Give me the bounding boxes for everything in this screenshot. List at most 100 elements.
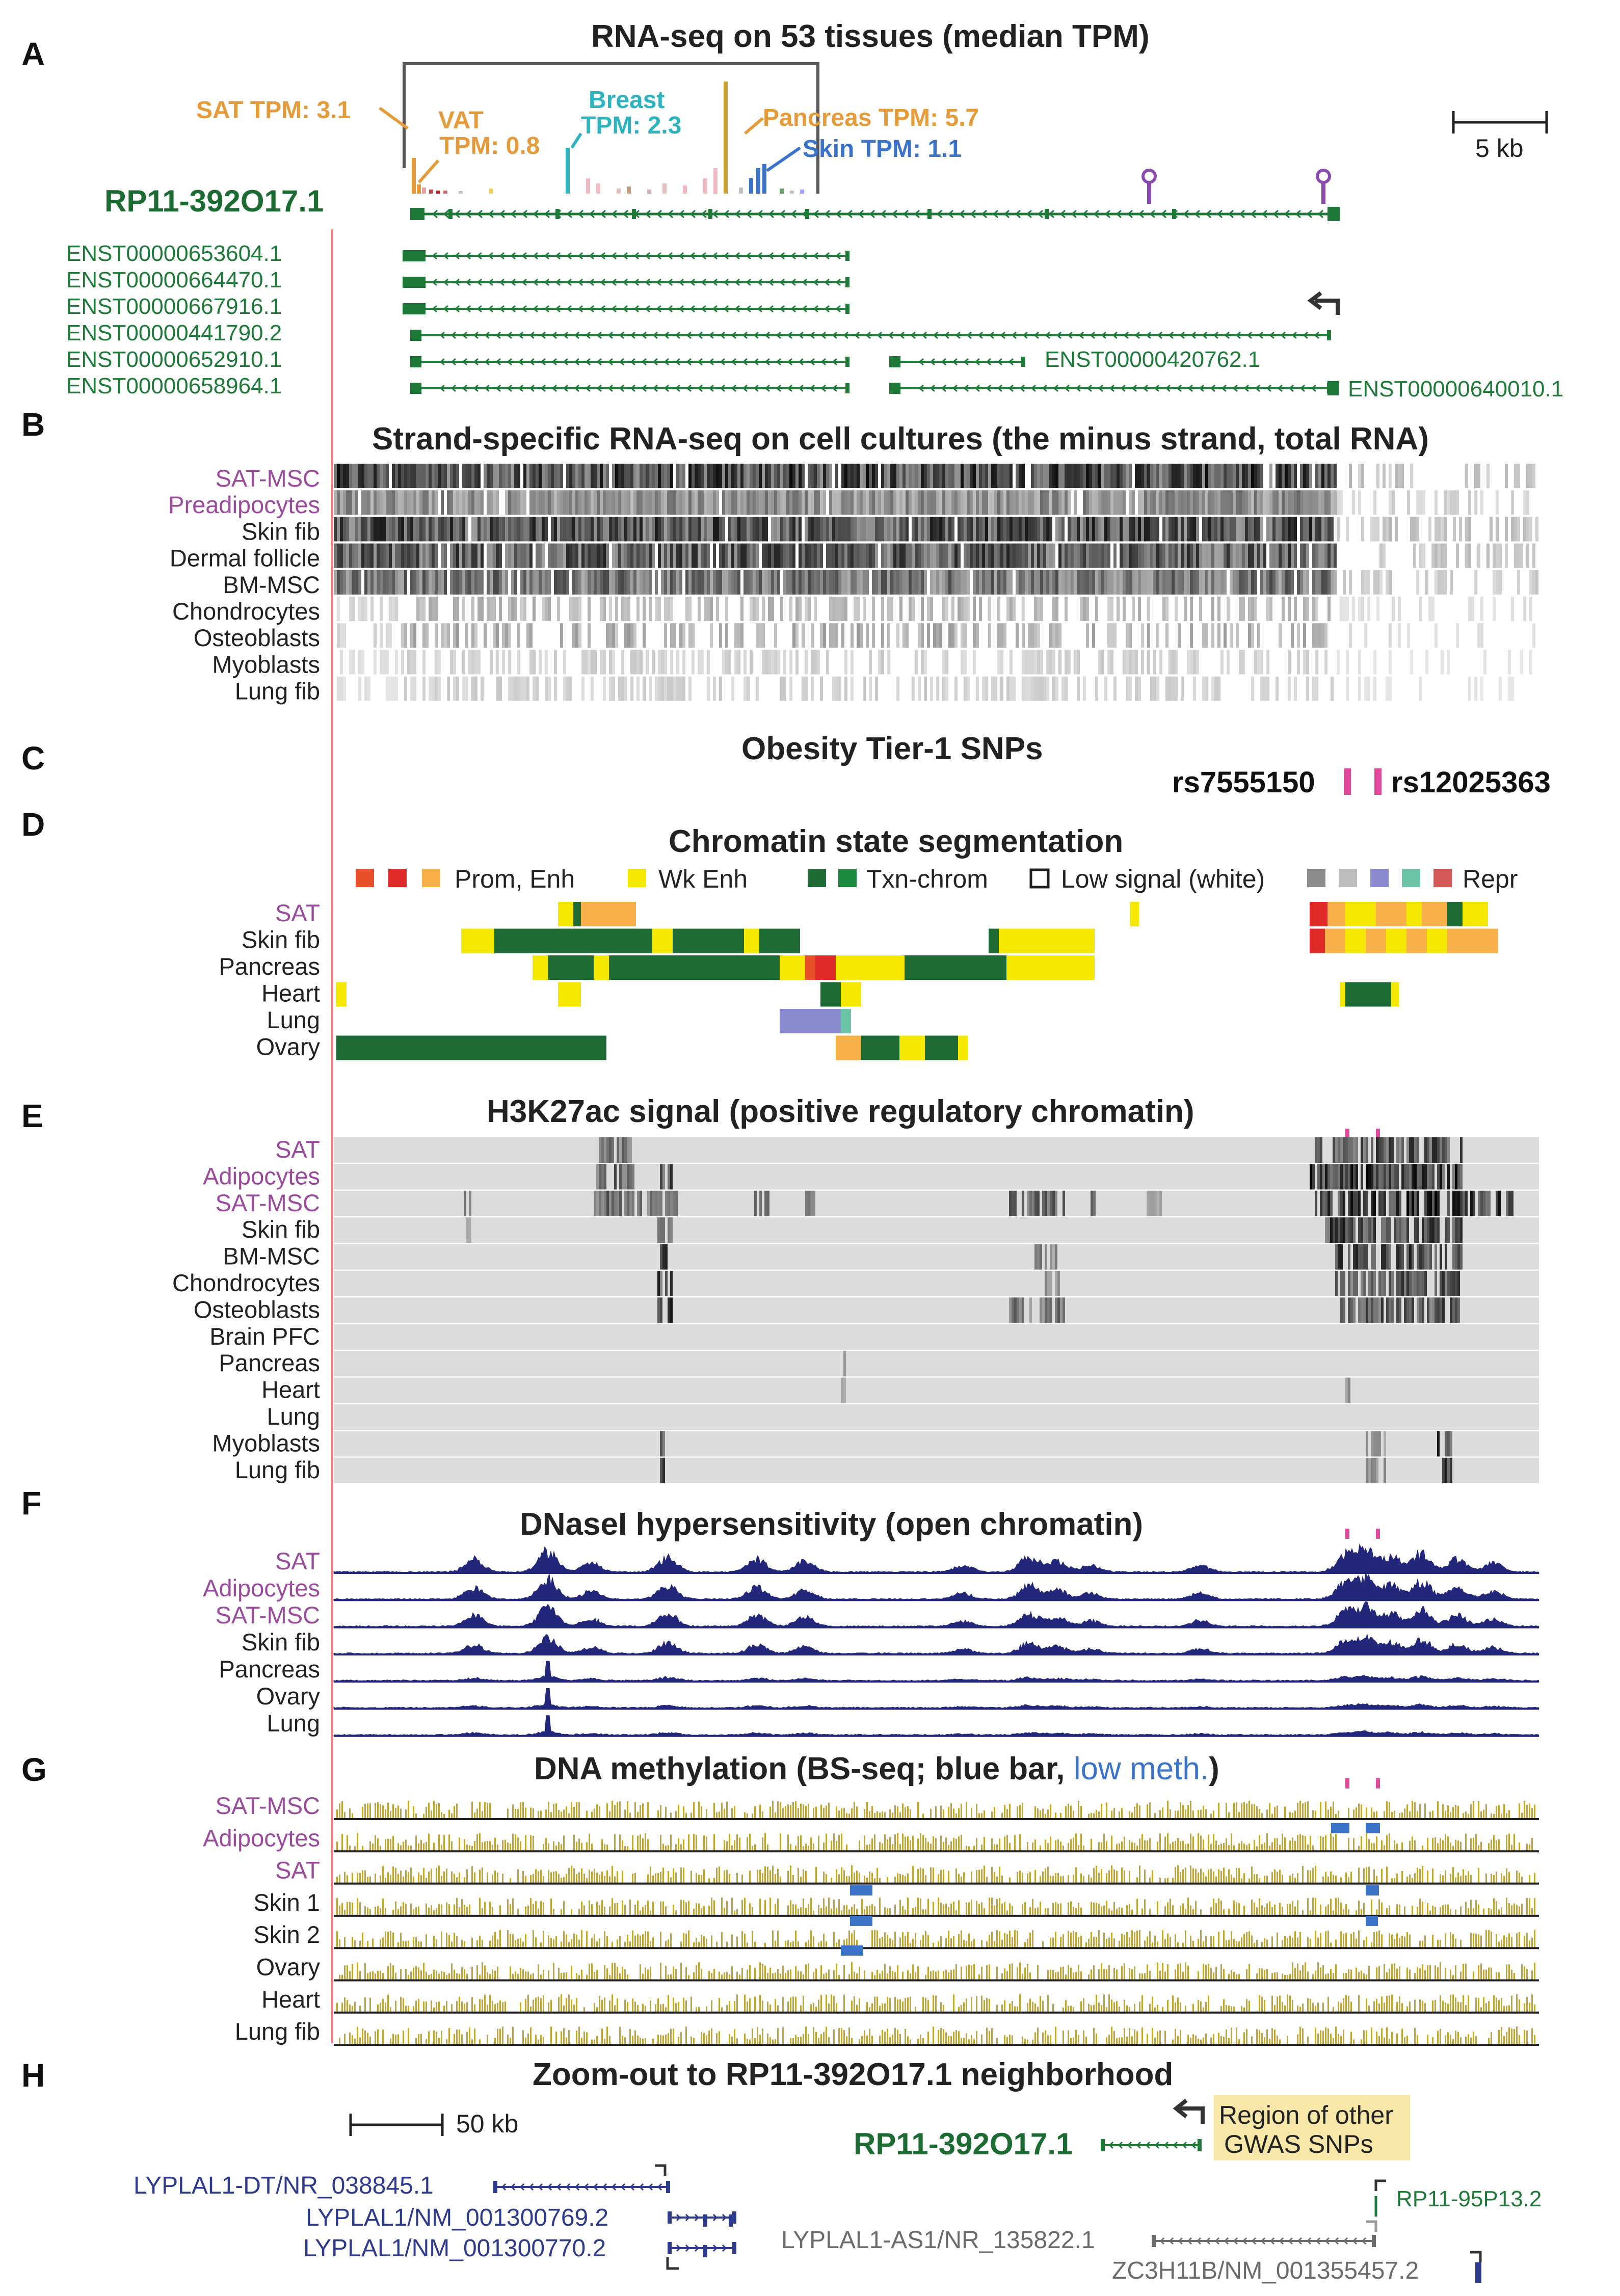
strand-chevron: [1235, 331, 1241, 339]
heat-cell: [1211, 597, 1214, 621]
heat-cell: [734, 650, 737, 675]
meth-bar: [433, 1910, 435, 1916]
heat-cell: [1168, 490, 1172, 515]
track-label: SAT: [275, 1857, 320, 1884]
meth-bar: [1269, 1901, 1270, 1916]
heat-cell: [465, 623, 468, 648]
heat-cell: [1391, 1137, 1394, 1163]
heat-cell: [496, 676, 499, 701]
heat-cell: [838, 543, 841, 568]
heat-cell: [422, 650, 426, 675]
heat-cell: [1156, 517, 1159, 542]
heat-cell: [523, 676, 526, 701]
heat-cell: [493, 517, 496, 542]
meth-bar: [726, 1941, 728, 1948]
meth-bar: [1302, 1910, 1304, 1916]
heat-cell: [1324, 570, 1327, 595]
meth-bar: [764, 1866, 766, 1884]
heat-cell: [777, 543, 780, 568]
heat-cell: [508, 650, 511, 675]
heat-cell: [1477, 464, 1480, 488]
heat-cell: [896, 490, 899, 515]
heat-cell: [688, 570, 692, 595]
heat-cell: [633, 623, 636, 648]
meth-bar: [889, 1837, 891, 1852]
heat-cell: [805, 597, 808, 621]
heat-cell: [1437, 1137, 1440, 1163]
meth-bar: [1180, 1905, 1181, 1916]
strand-chevron: [891, 209, 897, 219]
meth-bar: [397, 1909, 399, 1916]
meth-bar: [395, 1901, 396, 1916]
heat-cell: [1150, 464, 1153, 488]
heat-cell: [1306, 650, 1309, 675]
meth-bar: [1266, 1809, 1268, 1819]
meth-bar: [1001, 1939, 1003, 1948]
strand-chevron: [936, 209, 942, 219]
heat-cell: [1396, 1164, 1399, 1190]
strand-chevron: [902, 209, 909, 219]
meth-bar: [1483, 1908, 1484, 1916]
heat-cell: [398, 570, 401, 595]
heat-cell: [1445, 1217, 1447, 1243]
meth-bar: [586, 1810, 588, 1819]
heat-cell: [1220, 517, 1224, 542]
transcript-exon: [845, 251, 849, 261]
strand-chevron: [611, 209, 617, 219]
heat-cell: [991, 570, 994, 595]
heat-cell: [1248, 490, 1251, 515]
heat-cell: [912, 490, 915, 515]
strand-chevron: [432, 209, 438, 219]
heat-cell: [660, 1431, 662, 1457]
meth-bar: [571, 1802, 572, 1819]
chromatin-segment: [780, 955, 805, 980]
heat-cell: [404, 517, 407, 542]
heat-cell: [973, 570, 976, 595]
heat-cell: [1371, 1244, 1373, 1270]
meth-bar: [1330, 1871, 1332, 1884]
heat-cell: [380, 543, 383, 568]
heat-cell: [1334, 464, 1337, 488]
heat-cell: [578, 464, 581, 488]
heat-cell: [1337, 490, 1340, 515]
meth-bar: [912, 1908, 914, 1916]
heat-cell: [991, 490, 994, 515]
heat-cell: [1107, 597, 1110, 621]
heat-cell: [756, 517, 759, 542]
heat-cell: [523, 597, 526, 621]
heat-cell: [1371, 1297, 1373, 1323]
heat-cell: [1245, 490, 1248, 515]
heat-cell: [731, 676, 734, 701]
strand-chevron: [619, 384, 624, 392]
heat-cell: [1532, 543, 1535, 568]
heat-cell: [1172, 543, 1175, 568]
heat-cell: [771, 543, 774, 568]
heat-cell: [1432, 1190, 1435, 1216]
meth-bar: [336, 1877, 338, 1884]
heat-cell: [1049, 464, 1052, 488]
heat-cell: [1043, 517, 1046, 542]
meth-bar: [504, 1839, 506, 1852]
meth-bar: [479, 1936, 481, 1948]
heat-cell: [704, 464, 707, 488]
heat-cell: [1199, 543, 1202, 568]
heat-cell: [627, 517, 630, 542]
heat-cell: [1321, 623, 1324, 648]
heat-cell: [1399, 1190, 1401, 1216]
heat-cell: [536, 464, 539, 488]
meth-bar: [836, 1942, 837, 1948]
heat-cell: [554, 464, 557, 488]
heat-cell: [1196, 490, 1199, 515]
heat-cell: [665, 1271, 668, 1296]
meth-bar: [1141, 1908, 1143, 1916]
heat-cell: [1251, 570, 1254, 595]
meth-bar: [344, 1812, 346, 1819]
meth-bar: [451, 1813, 453, 1819]
heat-cell: [630, 517, 633, 542]
heat-cell: [964, 623, 967, 648]
heat-cell: [1233, 543, 1236, 568]
heat-cell: [829, 570, 832, 595]
meth-bar: [1307, 1870, 1309, 1884]
meth-bar: [978, 1903, 980, 1916]
heat-cell: [1276, 490, 1279, 515]
